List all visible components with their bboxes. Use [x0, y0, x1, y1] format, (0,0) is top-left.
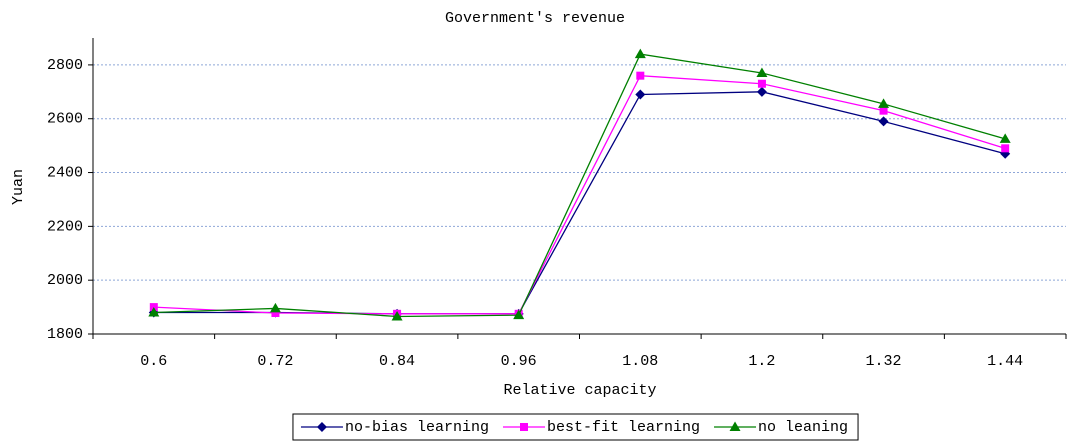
y-tick-label: 2000 [47, 272, 83, 289]
marker [879, 106, 888, 115]
marker [519, 423, 528, 431]
legend: no-bias learning best-fit learning no lean… [292, 413, 859, 441]
x-tick-label: 1.2 [748, 353, 775, 370]
x-tick-label: 1.32 [866, 353, 902, 370]
y-tick-label: 2200 [47, 218, 83, 235]
x-tick-label: 0.6 [140, 353, 167, 370]
x-axis-label: Relative capacity [503, 382, 656, 399]
marker [636, 71, 645, 80]
y-tick-label: 1800 [47, 326, 83, 343]
x-tick-label: 1.08 [622, 353, 658, 370]
series-line [153, 74, 1006, 315]
marker [756, 86, 767, 97]
marker [316, 422, 327, 432]
y-tick-label: 2800 [47, 57, 83, 74]
marker [269, 302, 281, 313]
chart-title: Government's revenue [445, 10, 625, 27]
legend-label: no-bias learning [345, 419, 489, 436]
y-tick-label: 2600 [47, 111, 83, 128]
marker [999, 133, 1011, 143]
x-tick-label: 0.84 [379, 353, 415, 370]
legend-label: no leaning [758, 419, 848, 436]
marker [1001, 144, 1010, 153]
marker [635, 89, 646, 100]
marker [756, 67, 768, 77]
x-tick-label: 0.72 [257, 353, 293, 370]
marker [757, 79, 766, 88]
marker [878, 98, 890, 108]
x-tick-label: 1.44 [987, 353, 1023, 370]
legend-box [292, 413, 859, 441]
marker [878, 116, 889, 127]
marker [729, 421, 741, 431]
legend-label: best-fit learning [547, 419, 700, 436]
marker [148, 306, 160, 317]
marker [634, 48, 646, 59]
x-tick-label: 0.96 [501, 353, 537, 370]
y-tick-label: 2400 [47, 165, 83, 182]
series-line [153, 53, 1006, 318]
marker [391, 311, 403, 321]
y-axis-label: Yuan [10, 169, 27, 205]
marker [513, 309, 525, 320]
